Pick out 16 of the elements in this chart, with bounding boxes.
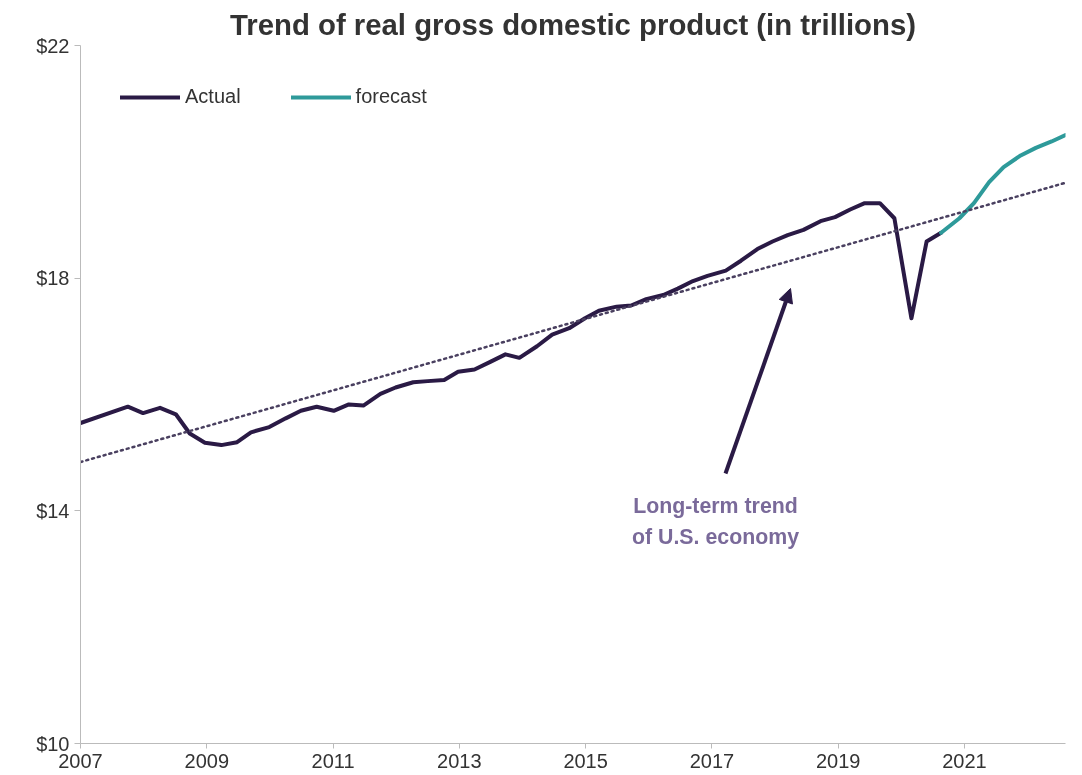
x-tick-label: 2019 [815, 749, 861, 772]
y-tick-label: $14 [36, 499, 70, 522]
x-tick-label: 2021 [942, 749, 987, 772]
line-series [939, 133, 1066, 235]
y-tick-label: $22 [36, 34, 70, 57]
legend-label: Actual [185, 85, 241, 108]
legend-label: forecast [355, 85, 427, 108]
chart-title: Trend of real gross domestic product (in trillions) [229, 7, 917, 41]
y-tick-label: $18 [36, 267, 70, 290]
x-tick-label: 2011 [311, 749, 355, 772]
annotation: Long-term trend of U.S. economy [631, 493, 800, 549]
x-tick-label: 2017 [689, 749, 735, 772]
x-tick-label: 2015 [563, 749, 608, 772]
x-tick-label: 2009 [184, 749, 230, 772]
x-tick-label: 2013 [437, 749, 482, 772]
y-tick-label: $10 [36, 732, 70, 755]
